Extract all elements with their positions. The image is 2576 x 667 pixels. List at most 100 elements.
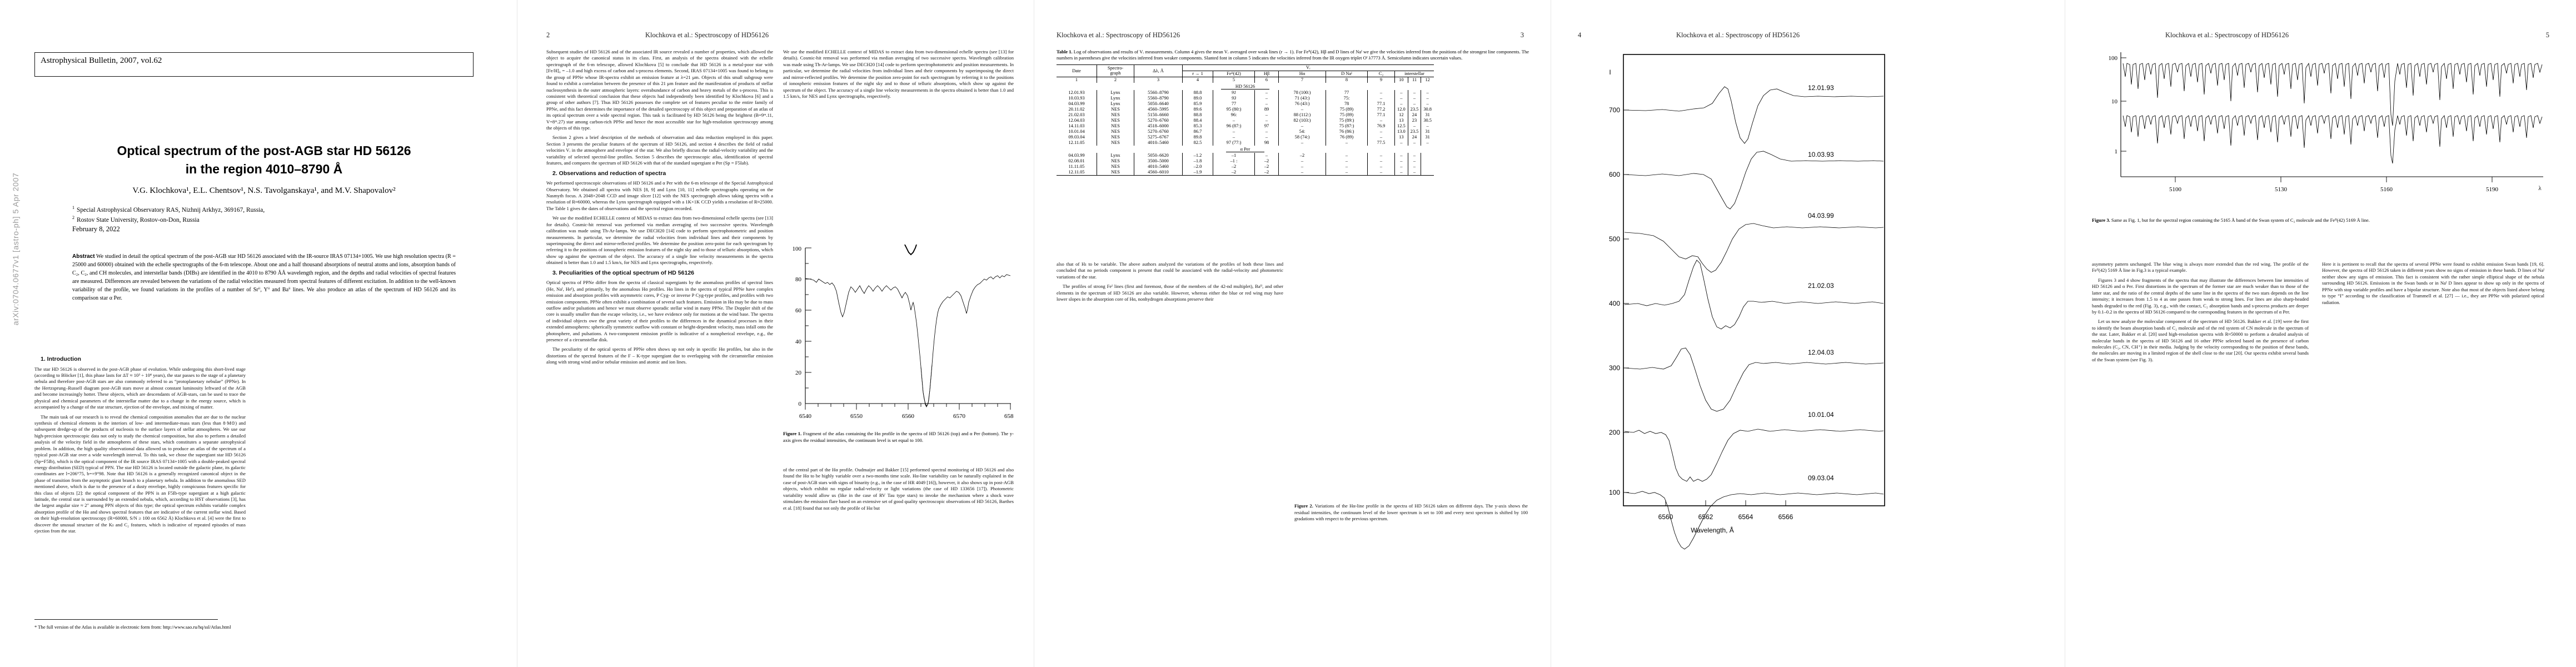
table-cell: 78: [1326, 101, 1368, 107]
table-cell: –2.0: [1182, 163, 1213, 170]
th-num-7: 7: [1278, 77, 1326, 83]
svg-text:10.03.93: 10.03.93: [1808, 151, 1834, 158]
table-cell: 58 (74:): [1278, 134, 1326, 140]
heading-observations: 2. Observations and reduction of spectra: [552, 170, 666, 177]
table-cell: –: [1367, 95, 1395, 101]
table-cell: 78 (100:): [1278, 89, 1326, 96]
table-cell: 4010–5460: [1134, 140, 1183, 146]
table-cell: 4518–6000: [1134, 123, 1183, 129]
figure-1-axes: 0 20 40 60 80 100: [793, 246, 1014, 420]
table-1-caption-text: Log of observations and results of Vᵣ me…: [1057, 49, 1529, 61]
table-cell: –: [1278, 123, 1326, 129]
th-num-6: 6: [1254, 77, 1279, 83]
table-cell: –: [1326, 158, 1368, 164]
affiliation-1: 1 Special Astrophysical Observatory RAS, …: [72, 205, 265, 213]
svg-text:700: 700: [1609, 106, 1620, 114]
svg-text:6570: 6570: [953, 413, 966, 420]
p3c1-paragraph-1: also that of Hı to be variable. The abov…: [1057, 261, 1283, 280]
table-cell: 77.5: [1367, 140, 1395, 146]
table-cell: –: [1394, 152, 1408, 158]
table-cell: 5275–6767: [1134, 134, 1183, 140]
table-1-header-row-numbers: 1 2 3 4 5 6 7 8 9 10 11 12: [1057, 77, 1434, 83]
th-hbeta: Hβ: [1254, 71, 1279, 77]
table-cell: –: [1407, 95, 1421, 101]
th-dnai: D Naᴵ: [1326, 71, 1368, 77]
page-2: 2 Klochkova et al.: Spectroscopy of HD56…: [517, 0, 1034, 667]
table-cell: Lynx: [1097, 101, 1134, 107]
figure-1-trace-hd56126: [904, 245, 918, 256]
page-4: 4 Klochkova et al.: Spectroscopy of HD56…: [1551, 0, 2065, 667]
abstract-label: Abstract: [72, 253, 95, 260]
th-num-12: 12: [1421, 77, 1434, 83]
th-c2: C₂: [1367, 71, 1395, 77]
table-cell: –: [1394, 89, 1408, 96]
page5-column-2: Here it is pertinent to recall that the …: [2322, 261, 2544, 309]
table-1-group-alpha-per: α Per: [1057, 146, 1434, 153]
table-cell: –: [1367, 89, 1395, 96]
table-cell: –: [1367, 169, 1395, 176]
table-cell: Lynx: [1097, 152, 1134, 158]
table-cell: 98: [1254, 140, 1279, 146]
table-cell: [1421, 158, 1434, 164]
table-cell: 4560–6010: [1134, 169, 1183, 176]
running-head-3: Klochkova et al.: Spectroscopy of HD5612…: [1057, 31, 1180, 39]
table-cell: –: [1421, 140, 1434, 146]
table-cell: 5150–6660: [1134, 112, 1183, 118]
figure-2-xtick-6564: 6564: [1738, 513, 1753, 521]
page-3: Klochkova et al.: Spectroscopy of HD5612…: [1034, 0, 1551, 667]
table-cell: –: [1367, 158, 1395, 164]
table-cell: 96 (87:): [1213, 123, 1255, 129]
th-feii42: Feᴵᴵ(42): [1213, 71, 1255, 77]
figure-2-xtick-6560: 6560: [1658, 513, 1673, 521]
figure-1-core: [920, 364, 933, 407]
table-cell: 75 (89): [1326, 112, 1368, 118]
page1-column-1: 1. Introduction The star HD 56126 is obs…: [34, 356, 246, 538]
figure-1-plot: 0 20 40 60 80 100: [793, 245, 1014, 420]
table-cell: 91: [1213, 89, 1255, 96]
p2c1-obs-2: We use the modified ECHELLE context of M…: [546, 215, 773, 266]
th-spectrograph: Spectro-graph: [1097, 64, 1134, 77]
table-cell: –: [1421, 123, 1434, 129]
page-number-3: 3: [1520, 31, 1524, 39]
table-cell: 12.01.93: [1068, 90, 1085, 96]
figure-3-ytick-1: 1: [2115, 148, 2118, 155]
figure-1-caption-label: Figure 1.: [783, 431, 802, 436]
table-cell: 76.9: [1367, 123, 1395, 129]
figure-3-caption: Figure 3. Same as Fig. 1, but for the sp…: [2092, 217, 2548, 224]
table-row: 12.04.03 NES 5270–6760 88.4– –82 (103:) 75 (8…: [1057, 117, 1434, 123]
journal-reference-box: Astrophysical Bulletin, 2007, vol.62: [34, 52, 474, 77]
abstract: Abstract We studied in detail the optica…: [72, 253, 456, 303]
table-cell: –: [1407, 123, 1421, 129]
table-cell: 13: [1394, 134, 1408, 140]
page3-column-2: Figure 2. Variations of the Hα-line prof…: [1294, 500, 1528, 522]
p5c1-paragraph-1: asymmetry pattern unchanged. The blue wi…: [2092, 261, 2309, 273]
table-cell: 23.5: [1407, 128, 1421, 135]
table-row: 11.11.05 NES 4010–5460 –2.0 –2 –2– – – – –: [1057, 163, 1434, 170]
figure-2-xtick-6566: 6566: [1778, 513, 1793, 521]
table-cell: –: [1213, 134, 1255, 140]
svg-text:300: 300: [1609, 364, 1620, 372]
table-cell: 75 (87:): [1326, 123, 1368, 129]
table-cell: –1.8: [1182, 158, 1213, 164]
running-head-5: Klochkova et al.: Spectroscopy of HD5612…: [2165, 31, 2289, 39]
page5-column-1: asymmetry pattern unchanged. The blue wi…: [2092, 261, 2309, 366]
figure-1-caption: Figure 1. Fragment of the atlas containi…: [783, 431, 1014, 444]
th-date: Date: [1072, 68, 1081, 73]
table-cell: –1.2: [1182, 152, 1213, 158]
table-1-group-label: HD 56126: [1057, 83, 1434, 90]
table-cell: 4560–5995: [1134, 106, 1183, 112]
th-halpha: Hα: [1278, 71, 1326, 77]
table-cell: 5050–6640: [1134, 101, 1183, 107]
table-cell: 76 (89): [1326, 134, 1368, 140]
table-cell: –: [1421, 95, 1434, 101]
table-cell: 82 (103:): [1278, 117, 1326, 123]
table-cell: 13: [1394, 117, 1408, 123]
table-cell: 31: [1421, 128, 1434, 135]
table-cell: 24: [1407, 112, 1421, 118]
table-1-head: Date Spectro-graph Δλ, Å Vᵣ r → 1 Feᴵᴵ(4…: [1057, 64, 1434, 83]
table-cell: Lynx: [1097, 95, 1134, 101]
table-row: 12.11.05 NES 4560–6010 –1.9 –2 –2– – – – –: [1057, 169, 1434, 176]
p5c1-paragraph-2: Figures 3 and 4 show fragments of the sp…: [2092, 277, 2309, 315]
table-cell: 97 (77:): [1213, 140, 1255, 146]
svg-text:10.01.04: 10.01.04: [1808, 411, 1834, 419]
